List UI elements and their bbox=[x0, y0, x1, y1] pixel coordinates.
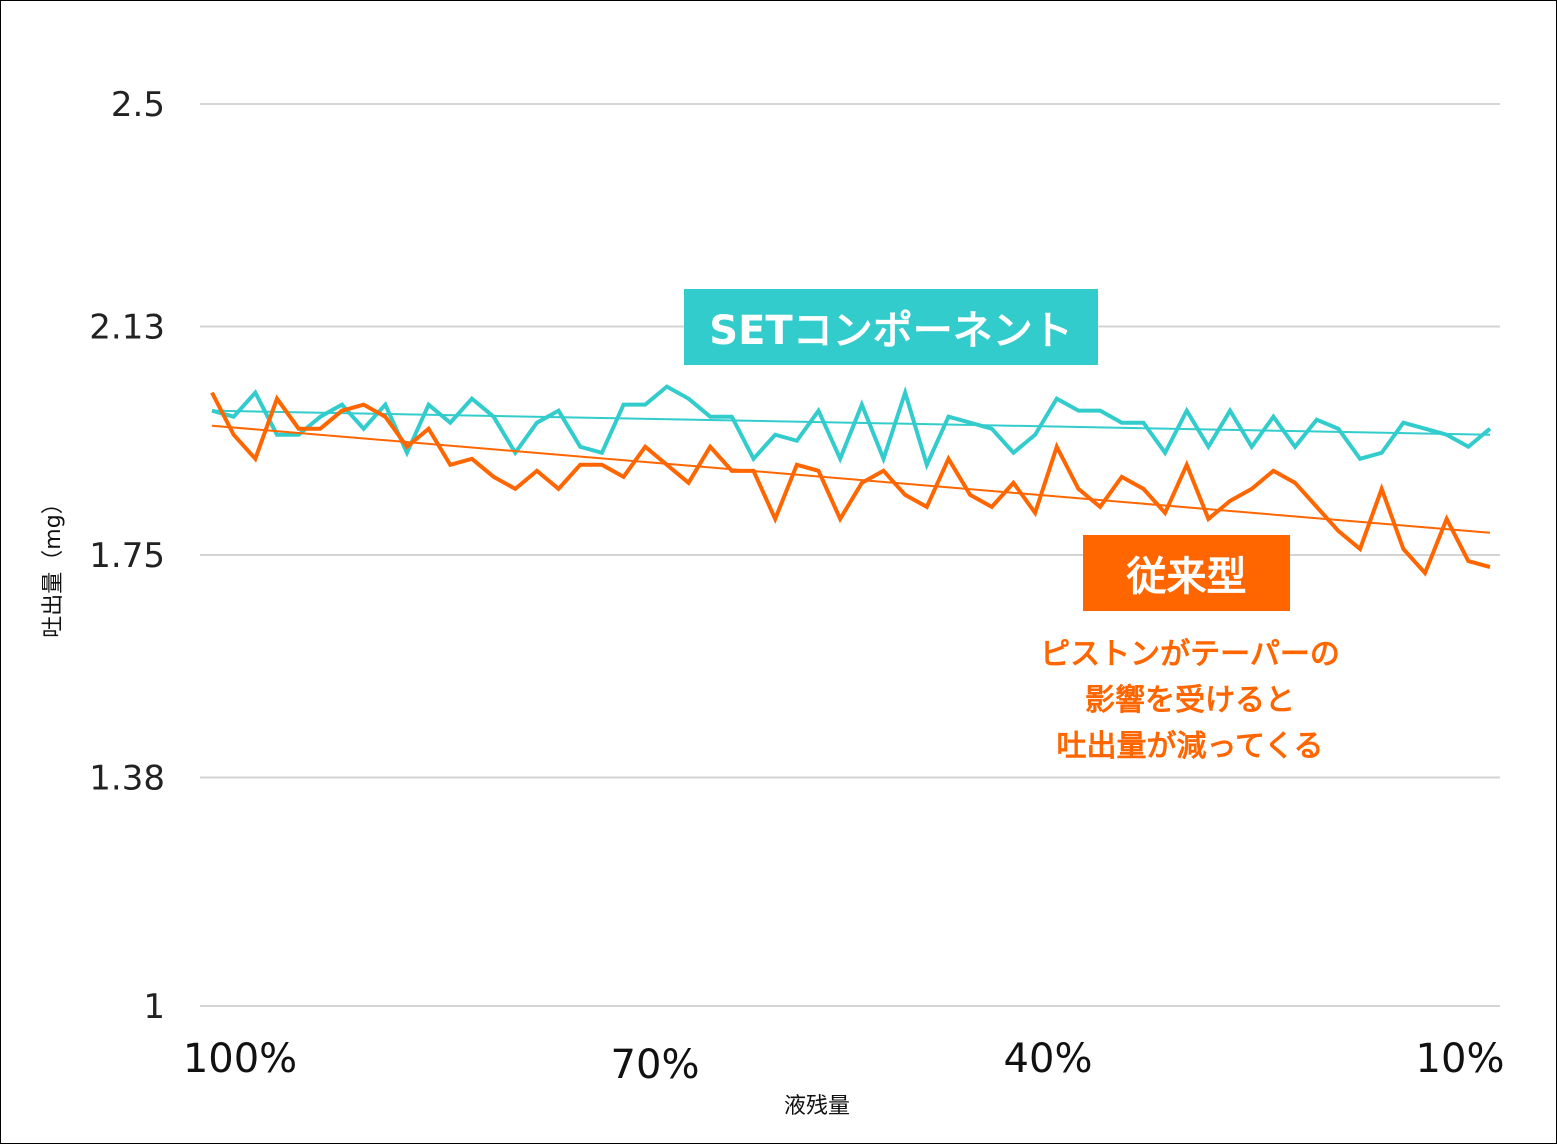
y-tick-label: 1.38 bbox=[89, 758, 165, 798]
grid bbox=[200, 103, 1500, 1007]
x-tick-label: 10% bbox=[1416, 1036, 1505, 1082]
trend-line-1 bbox=[211, 424, 1491, 534]
y-tick-label: 1 bbox=[143, 987, 165, 1027]
y-tick-label: 1.75 bbox=[89, 536, 165, 576]
x-tick-label: 70% bbox=[611, 1042, 700, 1088]
set-component-label: SETコンポーネント bbox=[684, 289, 1098, 365]
y-axis-ticks: 2.5 2.13 1.75 1.38 1 bbox=[89, 85, 165, 1027]
y-tick-label: 2.13 bbox=[89, 307, 165, 347]
x-axis-label: 液残量 bbox=[784, 1094, 850, 1119]
series-lines bbox=[210, 384, 1492, 577]
x-tick-label: 40% bbox=[1004, 1036, 1093, 1082]
conventional-label: 従来型 bbox=[1083, 535, 1290, 611]
x-axis-ticks: 100% 70% 40% 10% bbox=[183, 1036, 1505, 1088]
note-line: 吐出量が減ってくる bbox=[1056, 729, 1324, 764]
series-line-0 bbox=[211, 384, 1492, 471]
note-line: ピストンがテーパーの bbox=[1040, 637, 1340, 672]
annotation-note: ピストンがテーパーの 影響を受けると 吐出量が減ってくる bbox=[1000, 632, 1380, 770]
note-line: 影響を受けると bbox=[1085, 683, 1295, 718]
y-axis-label: 吐出量（mg） bbox=[41, 492, 66, 637]
y-tick-label: 2.5 bbox=[111, 85, 165, 125]
series-line-1 bbox=[210, 391, 1491, 577]
x-tick-label: 100% bbox=[183, 1036, 297, 1082]
